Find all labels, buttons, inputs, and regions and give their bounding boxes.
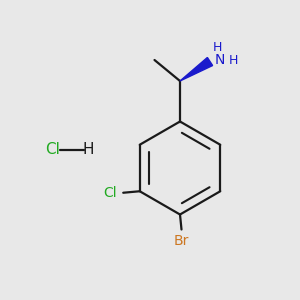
Text: H: H	[83, 142, 94, 158]
Polygon shape	[180, 58, 213, 81]
Text: N: N	[214, 53, 225, 67]
Text: Br: Br	[174, 234, 189, 248]
Text: Cl: Cl	[45, 142, 60, 158]
Text: H: H	[229, 53, 238, 67]
Text: Cl: Cl	[103, 186, 117, 200]
Text: H: H	[213, 41, 222, 54]
